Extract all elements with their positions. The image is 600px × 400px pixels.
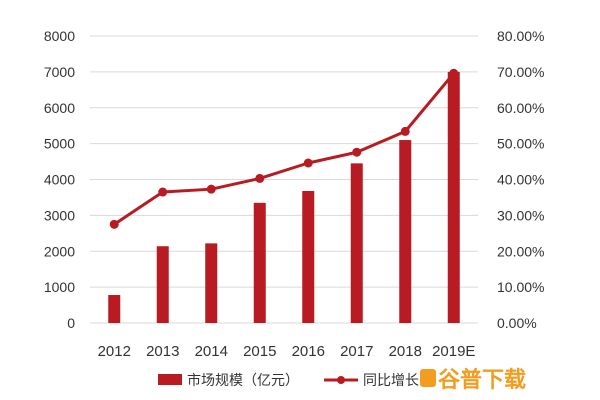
bar (350, 163, 363, 323)
y-left-tick-label: 6000 (44, 100, 75, 116)
x-tick-label: 2018 (389, 343, 422, 360)
bar (399, 140, 412, 323)
legend-bar-swatch (158, 374, 182, 385)
y-axis-right: 0.00% 10.00% 20.00% 30.00% 40.00% 50.00% 60.00… (497, 28, 544, 331)
bar (156, 246, 169, 323)
y-right-tick-label: 30.00% (497, 207, 544, 223)
y-axis-left: 0 1000 2000 3000 4000 5000 6000 7000 8000 (44, 28, 75, 331)
y-right-tick-label: 80.00% (497, 28, 544, 44)
line-layer (109, 68, 459, 229)
bar (447, 71, 460, 323)
legend-line-marker (337, 376, 345, 384)
bar (302, 190, 315, 323)
y-right-tick-label: 0.00% (497, 315, 537, 331)
growth-line (113, 72, 455, 226)
y-right-tick-label: 10.00% (497, 279, 544, 295)
growth-point (109, 219, 119, 229)
bar (253, 202, 266, 323)
y-left-tick-label: 5000 (44, 136, 75, 152)
growth-point (400, 126, 410, 136)
y-right-tick-label: 40.00% (497, 172, 544, 188)
x-tick-label: 2017 (340, 343, 373, 360)
watermark-icon (420, 369, 436, 387)
y-right-tick-label: 70.00% (497, 64, 544, 80)
y-left-tick-label: 0 (67, 315, 75, 331)
bar (108, 295, 121, 323)
x-axis: 2012 2013 2014 2015 2016 2017 2018 2019E (98, 343, 476, 360)
y-left-tick-label: 7000 (44, 64, 75, 80)
y-left-tick-label: 8000 (44, 28, 75, 44)
growth-point (352, 147, 362, 157)
bar (205, 243, 218, 323)
x-tick-label: 2019E (432, 343, 475, 360)
x-tick-label: 2014 (195, 343, 228, 360)
x-tick-label: 2015 (243, 343, 276, 360)
watermark-text: 谷普下载 (438, 367, 526, 393)
growth-point (449, 68, 459, 78)
x-tick-label: 2013 (146, 343, 179, 360)
legend: 市场规模（亿元） 同比增长 (158, 372, 419, 389)
growth-point (303, 158, 313, 168)
y-right-tick-label: 20.00% (497, 243, 544, 259)
growth-point (158, 187, 168, 197)
y-right-tick-label: 50.00% (497, 136, 544, 152)
legend-bar-label: 市场规模（亿元） (187, 372, 299, 389)
bars-layer (108, 71, 460, 323)
grid-layer (90, 35, 478, 324)
y-left-tick-label: 3000 (44, 207, 75, 223)
growth-point (206, 184, 216, 194)
x-tick-label: 2012 (98, 343, 131, 360)
y-left-tick-label: 1000 (44, 279, 75, 295)
legend-line-label: 同比增长 (363, 373, 419, 389)
x-tick-label: 2016 (292, 343, 325, 360)
y-left-tick-label: 2000 (44, 243, 75, 259)
y-left-tick-label: 4000 (44, 172, 75, 188)
watermark: 谷普下载 (420, 367, 526, 393)
growth-point (255, 173, 265, 183)
y-right-tick-label: 60.00% (497, 100, 544, 116)
